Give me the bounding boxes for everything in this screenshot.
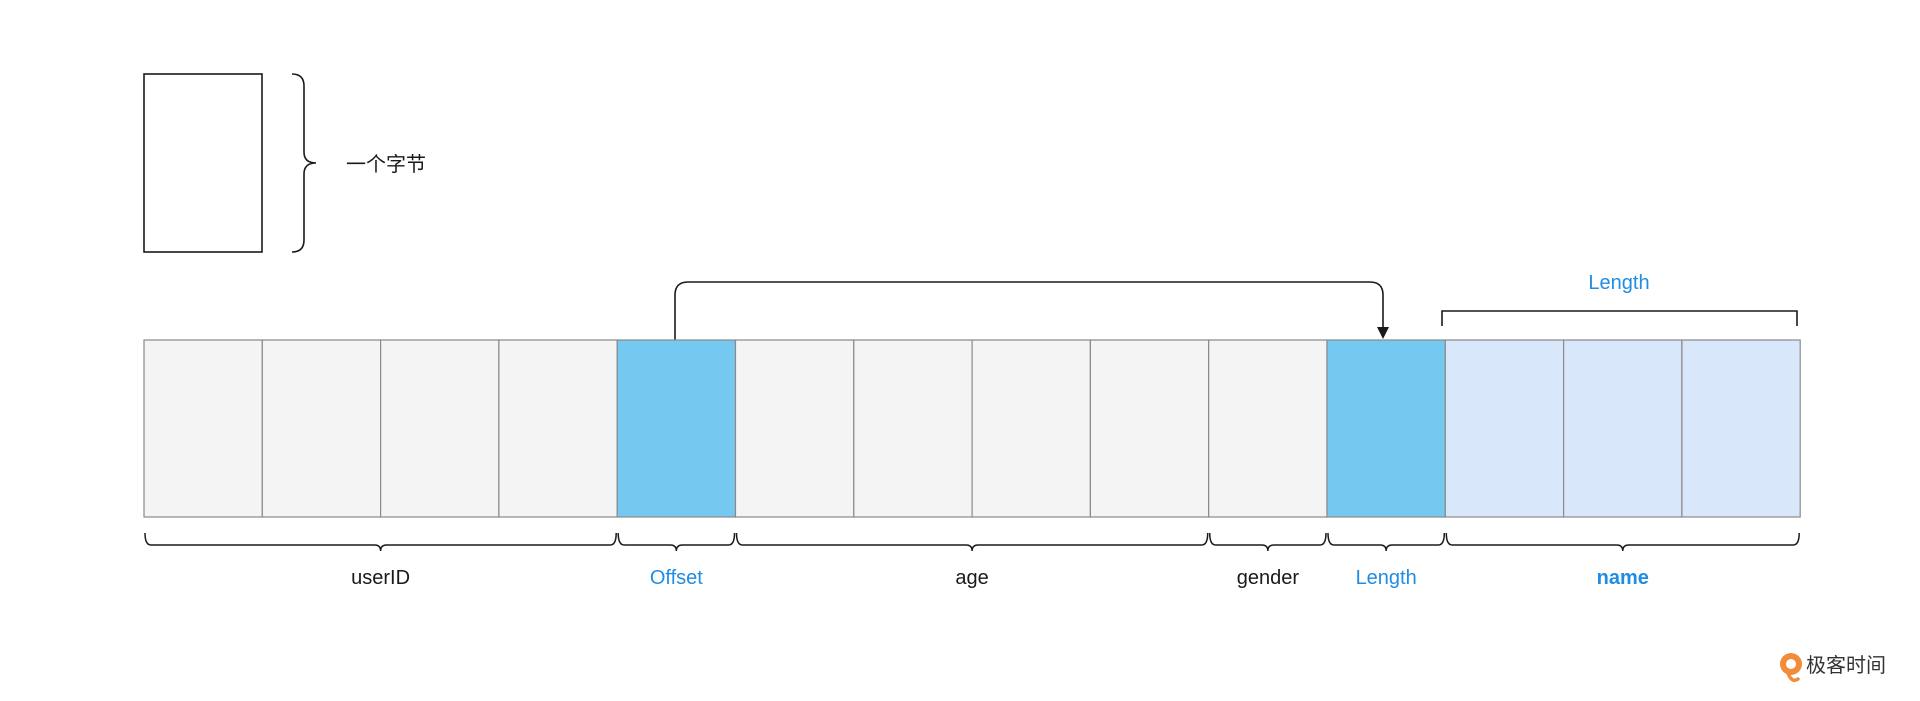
watermark: 极客时间	[1780, 653, 1886, 683]
byte-cell-name	[1681, 339, 1801, 518]
byte-cell-age	[971, 339, 1091, 518]
field-brace-name	[1445, 532, 1800, 552]
name-length-bracket: Length	[1441, 272, 1798, 326]
watermark-text: 极客时间	[1806, 654, 1886, 677]
byte-cell-age	[1089, 339, 1210, 518]
field-brace-length	[1327, 532, 1446, 552]
field-brace-userid	[144, 532, 617, 552]
byte-row	[143, 339, 1801, 518]
field-brace-age	[735, 532, 1209, 552]
field-label-name: name	[1597, 567, 1649, 589]
byte-cell-length	[1326, 339, 1446, 518]
byte-cell-name	[1444, 339, 1565, 518]
legend-byte-box	[143, 73, 263, 253]
field-label-age: age	[955, 567, 988, 589]
offset-pointer-arrow	[674, 281, 1389, 340]
name-length-label: Length	[1588, 272, 1649, 294]
byte-cell-userID	[380, 339, 500, 518]
field-braces	[144, 532, 1800, 552]
field-brace-gender	[1208, 532, 1327, 552]
byte-cell-userID	[498, 339, 618, 518]
byte-cell-gender	[1208, 339, 1328, 518]
byte-cell-userID	[261, 339, 382, 518]
field-label-userid: userID	[351, 567, 410, 589]
geektime-logo-icon	[1780, 653, 1802, 683]
byte-cell-name	[1562, 339, 1683, 518]
byte-cell-userID	[143, 339, 263, 518]
byte-cell-offset	[616, 339, 737, 518]
field-label-length: Length	[1356, 567, 1417, 589]
legend: 一个字节	[143, 73, 426, 253]
arrow-head	[1377, 327, 1389, 339]
legend-brace	[291, 73, 317, 253]
byte-cell-age	[853, 339, 973, 518]
field-label-gender: gender	[1237, 567, 1300, 589]
field-label-offset: Offset	[650, 567, 703, 589]
field-labels: userID Offset age gender Length name	[351, 567, 1649, 589]
legend-label: 一个字节	[346, 153, 426, 176]
field-brace-offset	[617, 532, 736, 552]
byte-cell-age	[734, 339, 855, 518]
